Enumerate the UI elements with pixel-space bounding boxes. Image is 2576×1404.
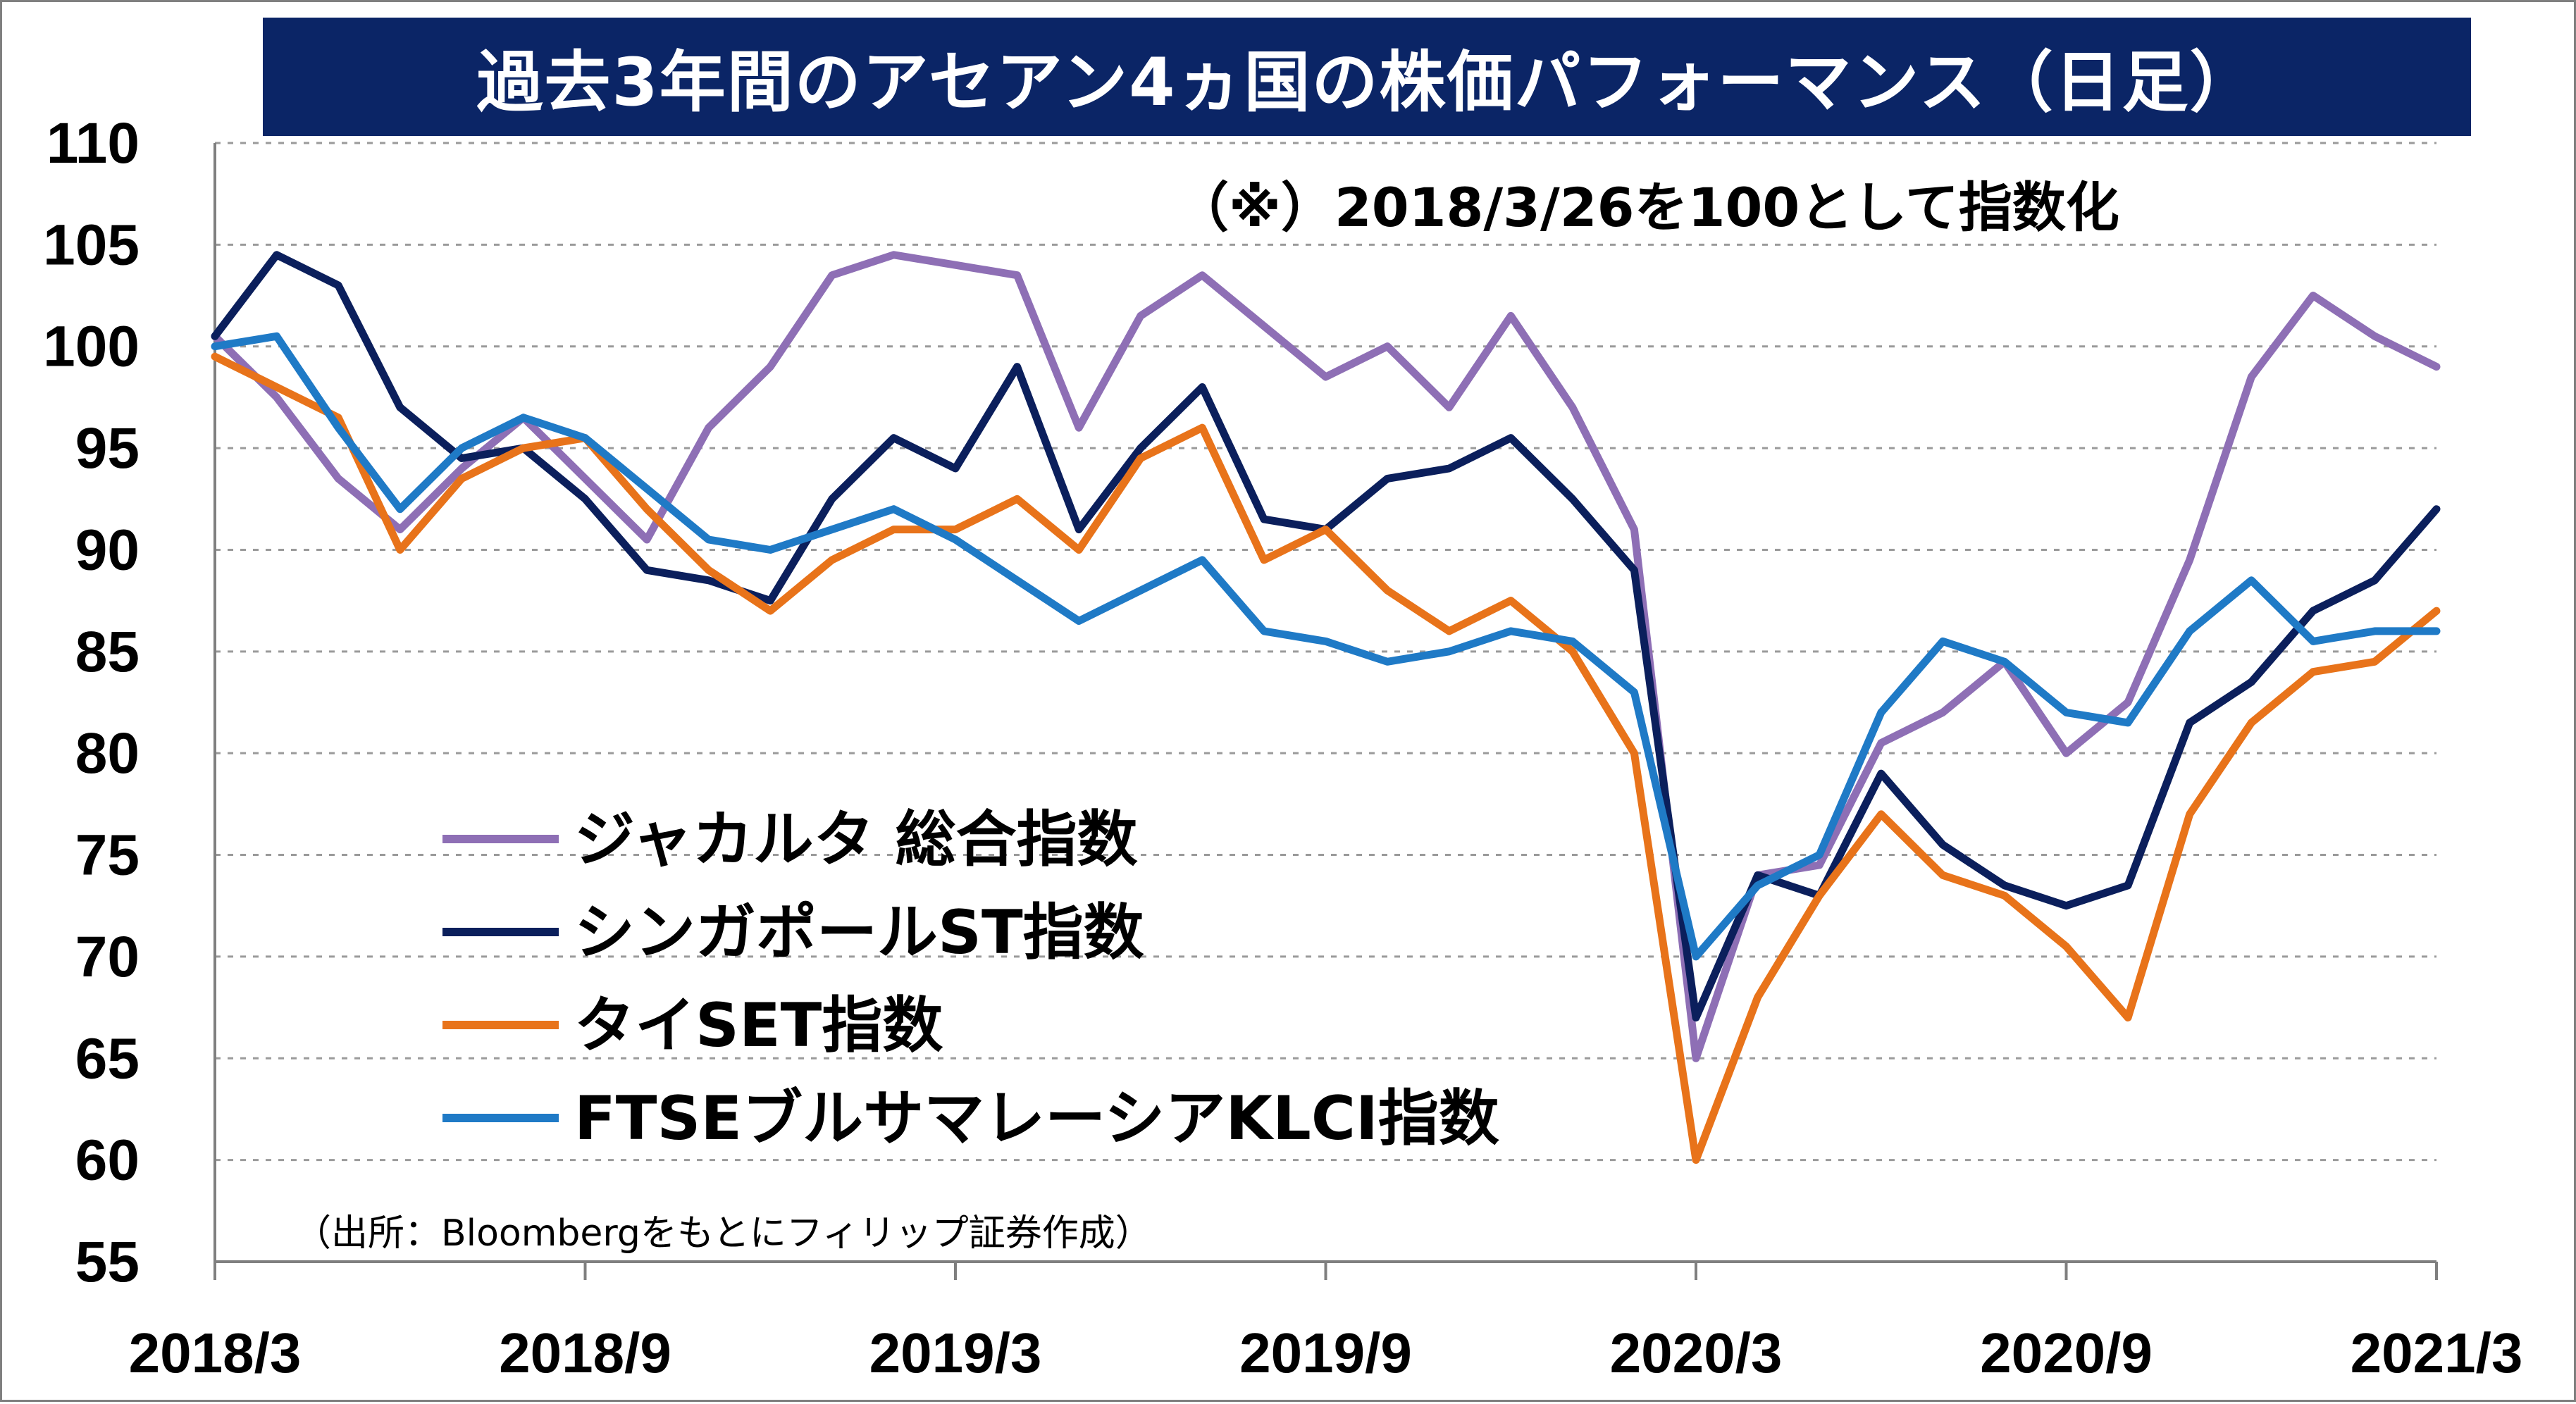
x-tick-label: 2019/3 xyxy=(869,1322,1042,1384)
x-tick-labels: 2018/3 2018/9 2019/3 2019/9 2020/3 2020/9 2021… xyxy=(129,1322,2523,1384)
y-tick-label: 95 xyxy=(75,416,140,480)
legend-label-1: シンガポールST指数 xyxy=(574,897,1144,968)
y-tick-label: 85 xyxy=(75,620,140,684)
series-line-3 xyxy=(211,332,2441,961)
x-tick-label: 2020/3 xyxy=(1610,1322,1783,1384)
y-tick-label: 100 xyxy=(43,315,140,379)
y-tick-label: 75 xyxy=(75,824,140,888)
legend-label-0: ジャカルタ 総合指数 xyxy=(574,804,1138,875)
y-tick-labels: 110 105 100 95 90 85 80 75 70 65 60 55 xyxy=(43,111,140,1294)
x-tick-label: 2018/3 xyxy=(129,1322,302,1384)
y-tick-label: 60 xyxy=(75,1129,140,1193)
y-tick-label: 80 xyxy=(75,721,140,785)
y-tick-label: 90 xyxy=(75,518,140,582)
x-tick-label: 2019/9 xyxy=(1239,1322,1412,1384)
x-tick-label: 2020/9 xyxy=(1980,1322,2153,1384)
axes xyxy=(213,143,2438,1280)
x-tick-label: 2018/9 xyxy=(499,1322,671,1384)
source-note: （出所：Bloombergをもとにフィリップ証券作成） xyxy=(295,1212,1152,1255)
y-tick-label: 70 xyxy=(75,925,140,989)
series-line-0 xyxy=(211,251,2441,1062)
series-lines xyxy=(211,251,2441,1164)
series-line-2 xyxy=(211,352,2441,1164)
x-tick-label: 2021/3 xyxy=(2351,1322,2523,1384)
chart-title-bar: 過去3年間のアセアン4ヵ国の株価パフォーマンス（日足） xyxy=(263,18,2471,136)
series-line-1 xyxy=(211,251,2441,1021)
y-tick-label: 105 xyxy=(43,213,140,277)
legend-label-3: FTSEブルサマレーシアKLCI指数 xyxy=(574,1083,1499,1154)
chart-title: 過去3年間のアセアン4ヵ国の株価パフォーマンス（日足） xyxy=(476,44,2258,121)
y-tick-label: 110 xyxy=(47,111,140,175)
y-tick-label: 65 xyxy=(75,1026,140,1091)
index-note: （※）2018/3/26を100として指数化 xyxy=(1175,176,2119,239)
y-tick-label: 55 xyxy=(75,1230,140,1294)
grid-lines xyxy=(215,142,2436,1162)
legend-label-2: タイSET指数 xyxy=(574,990,943,1061)
